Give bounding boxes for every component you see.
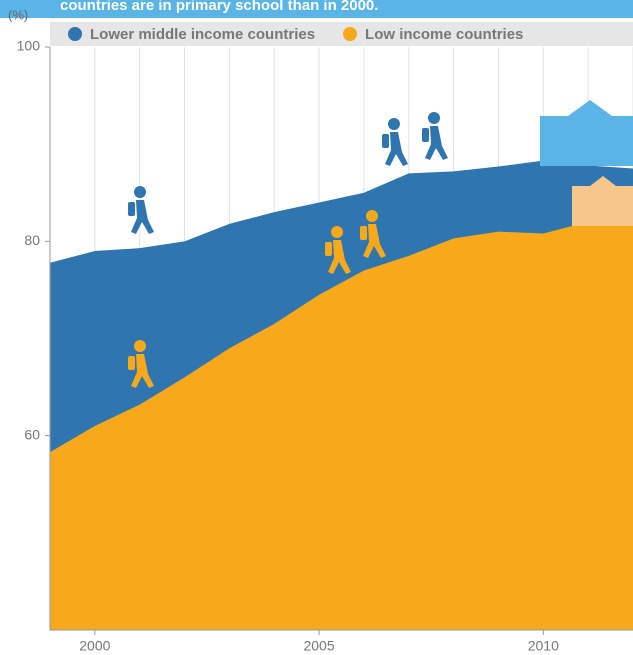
walker-icon: [425, 126, 448, 160]
walker-icon: [363, 224, 386, 258]
legend-label: Lower middle income countries: [90, 26, 315, 43]
school-icon: [572, 186, 633, 226]
walker-icon: [128, 202, 135, 216]
walker-icon: [134, 340, 146, 352]
y-tick-label: 80: [24, 232, 40, 248]
walker-icon: [325, 242, 332, 256]
x-tick-label: 2000: [79, 638, 110, 654]
walker-icon: [360, 226, 367, 240]
walker-icon: [422, 128, 429, 142]
y-tick-label: 60: [24, 426, 40, 442]
y-tick-label: 100: [17, 38, 41, 54]
walker-icon: [134, 186, 146, 198]
school-icon: [568, 100, 612, 116]
walker-icon: [328, 240, 351, 274]
walker-icon: [385, 132, 408, 166]
school-icon: [540, 116, 633, 166]
walker-icon: [131, 200, 154, 234]
walker-icon: [128, 356, 135, 370]
walker-icon: [331, 226, 343, 238]
legend-marker: [343, 27, 358, 41]
y-axis-label: (%): [8, 7, 28, 22]
x-tick-label: 2005: [303, 638, 334, 654]
walker-icon: [366, 210, 378, 222]
legend-bar: [50, 22, 633, 46]
school-icon: [590, 176, 616, 186]
walker-icon: [131, 354, 154, 388]
area: [50, 221, 633, 630]
x-tick-label: 2010: [528, 638, 559, 654]
walker-icon: [382, 134, 389, 148]
title-bar: [0, 0, 633, 18]
legend-label: Low income countries: [365, 26, 523, 43]
chart-title: countries are in primary school than in …: [60, 0, 378, 14]
walker-icon: [388, 118, 400, 130]
legend-marker: [68, 27, 82, 41]
walker-icon: [428, 112, 440, 124]
